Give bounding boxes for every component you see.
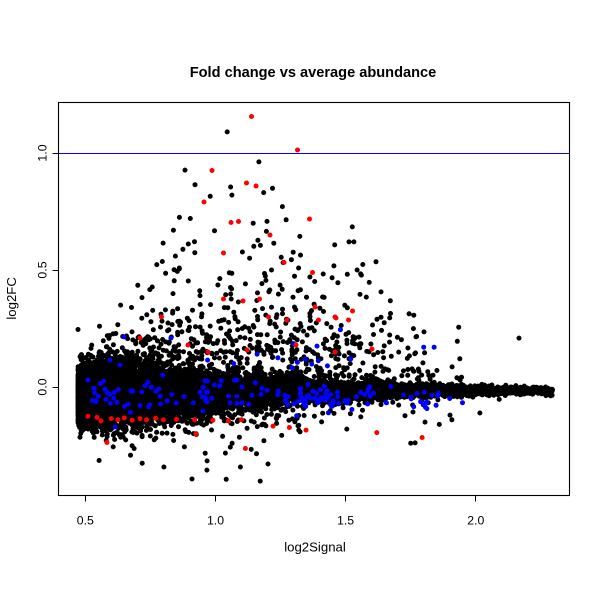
svg-text:0.5: 0.5 [77, 513, 94, 527]
svg-text:log2Signal: log2Signal [284, 539, 346, 554]
svg-text:1.0: 1.0 [36, 144, 50, 161]
svg-text:1.0: 1.0 [207, 513, 224, 527]
svg-text:Fold change vs average abundan: Fold change vs average abundance [190, 65, 437, 81]
svg-text:1.5: 1.5 [337, 513, 354, 527]
svg-text:0.5: 0.5 [36, 261, 50, 278]
svg-text:2.0: 2.0 [467, 513, 484, 527]
svg-text:0.0: 0.0 [36, 378, 50, 395]
svg-text:log2FC: log2FC [4, 277, 19, 320]
